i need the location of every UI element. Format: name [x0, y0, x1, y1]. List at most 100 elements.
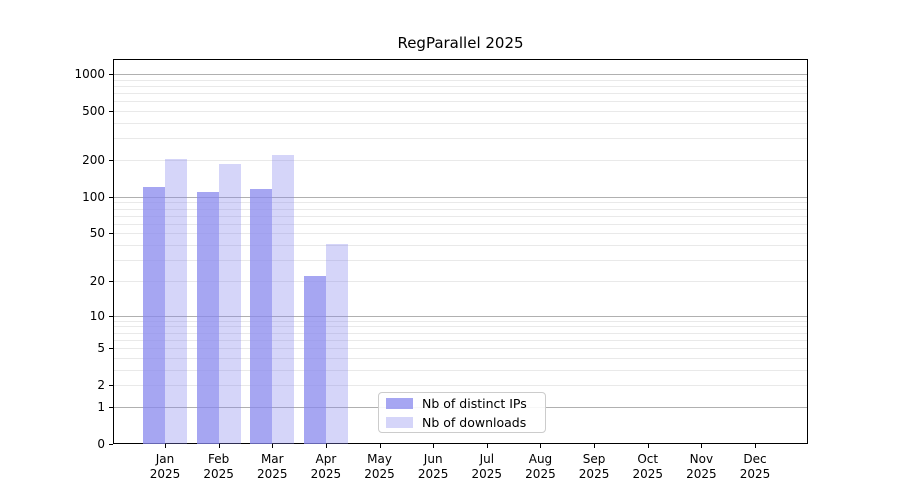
- minor-gridline: [114, 320, 807, 322]
- chart-title: RegParallel 2025: [397, 34, 524, 52]
- x-tick-year: 2025: [364, 467, 395, 481]
- x-tick-year: 2025: [578, 467, 610, 481]
- minor-gridline: [114, 260, 807, 262]
- y-tick-mark: [109, 444, 113, 445]
- bar-apr-downloads: [325, 243, 348, 444]
- minor-gridline: [114, 326, 807, 328]
- minor-gridline: [114, 79, 807, 81]
- y-tick-mark: [109, 280, 113, 282]
- x-tick-month: Apr: [315, 452, 337, 466]
- plot-area: [113, 59, 808, 444]
- x-tick-label-jun: Jun 2025: [406, 452, 460, 482]
- x-tick-year: 2025: [149, 467, 181, 481]
- x-tick-month: Mar: [260, 452, 284, 466]
- y-tick-mark: [109, 315, 113, 317]
- major-gridline: [114, 315, 807, 317]
- x-tick-month: Jun: [423, 452, 443, 466]
- y-tick-label: 0: [97, 437, 105, 451]
- x-tick-month: Sep: [582, 452, 606, 466]
- y-tick-label: 1: [97, 399, 105, 414]
- x-tick-mark: [165, 444, 166, 448]
- y-tick-mark: [109, 385, 113, 387]
- x-tick-month: Nov: [689, 452, 714, 466]
- x-tick-year: 2025: [203, 467, 234, 481]
- y-tick-mark: [109, 348, 113, 350]
- x-tick-year: 2025: [471, 467, 503, 481]
- bar-apr-distinct-ips: [303, 276, 326, 444]
- minor-gridline: [114, 208, 807, 210]
- x-tick-label-jul: Jul 2025: [460, 452, 514, 482]
- x-tick-year: 2025: [632, 467, 663, 481]
- minor-gridline: [114, 348, 807, 350]
- minor-gridline: [114, 138, 807, 140]
- minor-gridline: [114, 369, 807, 371]
- legend-item-downloads: Nb of downloads: [386, 415, 538, 430]
- x-tick-mark: [486, 444, 488, 448]
- major-gridline: [114, 196, 807, 198]
- x-tick-year: 2025: [686, 467, 717, 481]
- y-tick-label: 500: [82, 104, 105, 119]
- y-tick-label: 10: [89, 308, 105, 323]
- x-tick-month: Dec: [743, 452, 767, 466]
- x-tick-month: Feb: [208, 452, 230, 466]
- x-tick-year: 2025: [256, 467, 288, 481]
- y-tick-label: 50: [89, 226, 105, 241]
- x-tick-year: 2025: [310, 467, 342, 481]
- x-tick-mark: [433, 444, 435, 448]
- minor-gridline: [114, 339, 807, 341]
- y-tick-mark: [109, 74, 113, 76]
- x-tick-mark: [540, 444, 542, 448]
- minor-gridline: [114, 202, 807, 204]
- minor-gridline: [114, 385, 807, 387]
- y-tick-label: 5: [97, 341, 105, 356]
- x-tick-label-mar: Mar 2025: [245, 452, 299, 482]
- y-tick-label: 100: [82, 189, 105, 204]
- x-tick-mark: [272, 444, 274, 448]
- x-tick-mark: [647, 444, 649, 448]
- legend-swatch-downloads-icon: [386, 416, 413, 428]
- x-tick-label-oct: Oct 2025: [621, 452, 675, 482]
- x-tick-mark: [594, 444, 596, 448]
- x-tick-label-nov: Nov 2025: [674, 452, 728, 482]
- minor-gridline: [114, 280, 807, 282]
- minor-gridline: [114, 223, 807, 225]
- minor-gridline: [114, 111, 807, 113]
- legend-label-distinct-ips: Nb of distinct IPs: [422, 395, 527, 411]
- minor-gridline: [114, 215, 807, 217]
- legend-label-downloads: Nb of downloads: [422, 414, 527, 430]
- x-tick-month: Jan: [155, 452, 175, 466]
- y-tick-label: 1000: [74, 67, 105, 82]
- legend-item-distinct-ips: Nb of distinct IPs: [386, 396, 538, 411]
- minor-gridline: [114, 85, 807, 87]
- x-tick-label-sep: Sep 2025: [567, 452, 621, 482]
- minor-gridline: [114, 93, 807, 95]
- x-tick-label-apr: Apr 2025: [299, 452, 353, 482]
- y-tick-mark: [109, 406, 113, 408]
- y-tick-mark: [109, 196, 113, 198]
- minor-gridline: [114, 233, 807, 235]
- y-tick-label: 20: [89, 273, 105, 288]
- legend: Nb of distinct IPs Nb of downloads: [378, 392, 546, 433]
- major-gridline: [114, 74, 807, 76]
- y-tick-label: 200: [82, 153, 105, 168]
- x-tick-year: 2025: [525, 467, 556, 481]
- x-tick-label-dec: Dec 2025: [728, 452, 782, 482]
- minor-gridline: [114, 101, 807, 103]
- bar-jan-downloads: [165, 158, 187, 444]
- legend-swatch-distinct-ips-icon: [386, 397, 413, 409]
- minor-gridline: [114, 357, 807, 359]
- x-tick-mark: [325, 444, 327, 448]
- bar-mar-downloads: [272, 154, 295, 444]
- x-tick-year: 2025: [417, 467, 449, 481]
- x-tick-mark: [379, 444, 381, 448]
- x-tick-label-jan: Jan 2025: [138, 452, 192, 482]
- bar-feb-downloads: [218, 163, 241, 444]
- bar-jan-distinct-ips: [143, 187, 165, 444]
- minor-gridline: [114, 332, 807, 334]
- y-tick-label: 2: [97, 378, 105, 393]
- bar-mar-distinct-ips: [250, 188, 273, 444]
- x-tick-mark: [218, 444, 220, 448]
- x-tick-year: 2025: [739, 467, 771, 481]
- x-tick-mark: [755, 444, 756, 448]
